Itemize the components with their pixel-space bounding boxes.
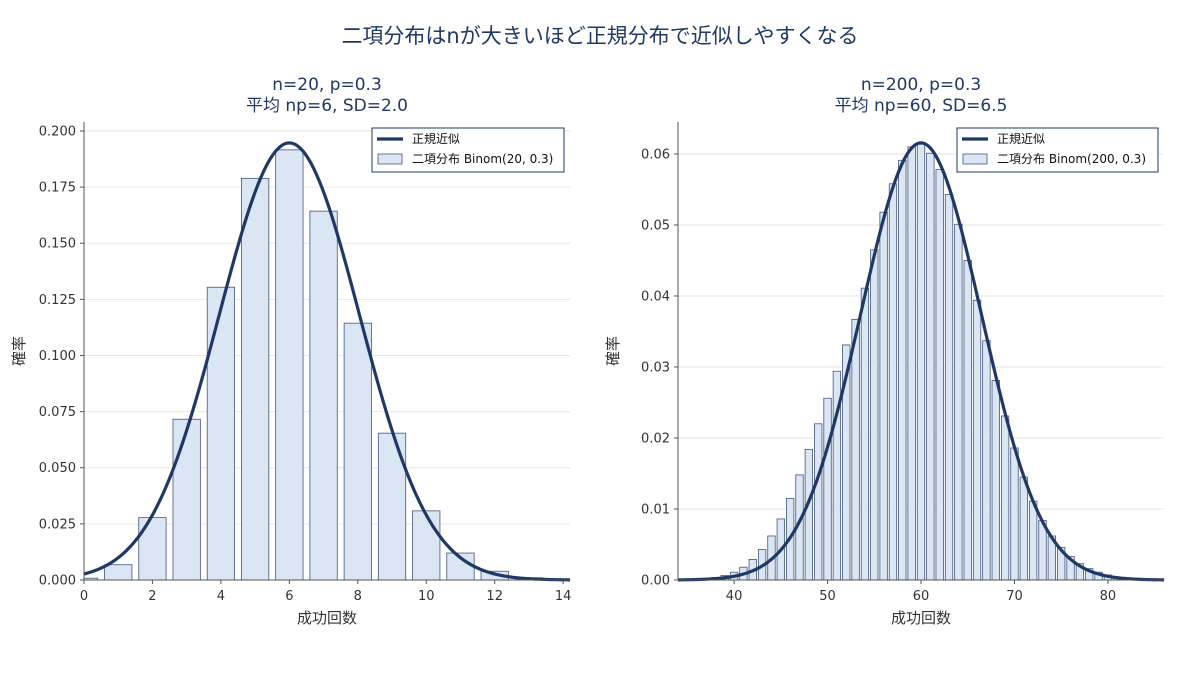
panel-title-line-1: n=20, p=0.3 — [272, 75, 382, 95]
binomial-bar — [926, 152, 935, 581]
x-tick-label: 50 — [819, 589, 836, 604]
y-tick-label: 0.05 — [641, 218, 670, 233]
x-tick-label: 70 — [1006, 589, 1023, 604]
y-axis-label: 確率 — [10, 336, 28, 366]
y-tick-label: 0.125 — [39, 293, 76, 308]
y-tick-label: 0.025 — [39, 517, 76, 532]
binomial-bar — [172, 418, 201, 581]
normal-approx-curve — [677, 141, 1165, 582]
legend-label-binomial: 二項分布 Binom(200, 0.3) — [997, 152, 1146, 166]
binomial-bar — [309, 210, 338, 581]
binomial-bar — [860, 287, 870, 581]
y-tick-label: 0.01 — [641, 502, 670, 517]
y-tick-label: 0.050 — [39, 461, 76, 476]
y-tick-label: 0.06 — [641, 147, 670, 162]
x-tick-label: 40 — [726, 589, 743, 604]
binomial-bar — [804, 448, 813, 581]
binomial-bar — [275, 149, 304, 581]
binomial-bar — [241, 177, 270, 581]
x-tick-label: 80 — [1100, 589, 1117, 604]
legend-bar-swatch — [962, 153, 988, 165]
binomial-bar — [982, 340, 991, 581]
panel-title-line-1: n=200, p=0.3 — [861, 75, 981, 95]
x-tick-label: 60 — [913, 589, 930, 604]
binomial-bar — [138, 517, 167, 581]
binomial-bar — [1000, 415, 1010, 581]
x-tick-label: 8 — [354, 589, 362, 604]
chart-panel-binom-200: n=200, p=0.3平均 np=60, SD=6.5 0.00 0.01 0.02… — [604, 75, 1165, 627]
binomial-bar — [104, 564, 133, 581]
y-tick-label: 0.04 — [641, 289, 670, 304]
legend-box — [956, 127, 1159, 173]
y-tick-label: 0.075 — [39, 405, 76, 420]
y-tick-label: 0.00 — [641, 574, 670, 589]
x-tick-label: 4 — [217, 589, 225, 604]
binomial-bar — [1019, 476, 1028, 581]
binomial-bar — [991, 380, 1000, 581]
x-axis-label: 成功回数 — [297, 609, 357, 627]
binomial-bar — [1029, 500, 1038, 581]
chart-panel-binom-20: n=20, p=0.3平均 np=6, SD=2.0 0.000 0.025 0.05… — [10, 75, 571, 627]
panel-title-line-2: 平均 np=6, SD=2.0 — [246, 96, 408, 116]
binomial-bar — [1010, 447, 1019, 581]
binomial-bar — [963, 260, 972, 581]
binomial-bar — [412, 510, 441, 581]
y-tick-label: 0.150 — [39, 237, 76, 252]
binomial-bar — [814, 423, 823, 581]
panel-title-line-2: 平均 np=60, SD=6.5 — [835, 96, 1008, 116]
x-tick-label: 12 — [486, 589, 503, 604]
x-tick-label: 2 — [148, 589, 156, 604]
y-tick-label: 0.200 — [39, 124, 76, 139]
legend-label-normal: 正規近似 — [412, 131, 460, 146]
y-tick-label: 0.03 — [641, 360, 670, 375]
figure-suptitle: 二項分布はnが大きいほど正規分布で近似しやすくなる — [341, 24, 858, 48]
x-tick-label: 10 — [418, 589, 435, 604]
binomial-bar — [944, 194, 954, 581]
binomial-bar — [206, 286, 235, 581]
x-axis-label: 成功回数 — [891, 609, 951, 627]
y-tick-label: 0.02 — [641, 431, 670, 446]
y-tick-label: 0.000 — [39, 574, 76, 589]
y-tick-label: 0.100 — [39, 349, 76, 364]
binomial-bar — [888, 183, 898, 581]
binomial-bar — [343, 322, 372, 581]
x-tick-label: 0 — [80, 589, 88, 604]
legend-box — [371, 127, 565, 173]
binomial-bar — [898, 159, 907, 581]
y-axis-label: 確率 — [604, 336, 622, 366]
binomial-bar — [935, 169, 944, 581]
binomial-bar — [851, 319, 860, 581]
x-tick-label: 6 — [285, 589, 293, 604]
x-tick-label: 14 — [555, 589, 572, 604]
binomial-bar — [916, 143, 926, 581]
legend-label-binomial: 二項分布 Binom(20, 0.3) — [412, 152, 553, 166]
binomial-bar — [954, 223, 963, 581]
y-tick-label: 0.175 — [39, 181, 76, 196]
binomial-bar — [879, 211, 888, 581]
legend-bar-swatch — [377, 153, 403, 165]
binomial-bar — [972, 299, 982, 581]
binomial-bar — [907, 146, 916, 581]
binomial-bar — [870, 249, 879, 581]
binomial-bar — [823, 397, 832, 581]
normal-approx-curve — [83, 141, 571, 582]
legend-label-normal: 正規近似 — [997, 131, 1045, 146]
